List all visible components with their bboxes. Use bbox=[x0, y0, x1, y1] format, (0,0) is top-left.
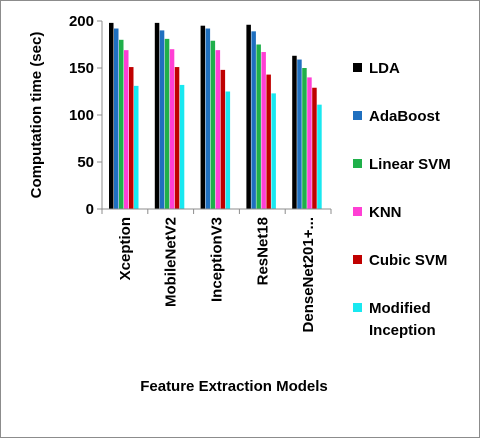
y-tick-label-100: 100 bbox=[69, 107, 94, 124]
bar-lda-4 bbox=[292, 55, 297, 209]
bar-knn-3 bbox=[261, 52, 266, 209]
bar-lda-0 bbox=[109, 22, 114, 209]
bar-modified-inception-3 bbox=[271, 93, 276, 209]
legend: LDA AdaBoost Linear SVM KNN Cubic SVM Modifie… bbox=[353, 60, 451, 339]
bar-adaboost-2 bbox=[205, 28, 211, 209]
bar-linear-svm-0 bbox=[119, 39, 124, 209]
legend-swatch-modified-inception bbox=[353, 303, 362, 312]
bar-lda-1 bbox=[154, 22, 160, 209]
bar-modified-inception-2 bbox=[225, 91, 231, 209]
bar-linear-svm-4 bbox=[302, 68, 307, 209]
legend-label-cubic-svm: Cubic SVM bbox=[369, 252, 447, 269]
bar-modified-inception-4 bbox=[317, 104, 322, 209]
bar-knn-2 bbox=[215, 50, 221, 209]
legend-label-knn: KNN bbox=[369, 204, 402, 221]
bar-knn-1 bbox=[169, 49, 175, 210]
bar-adaboost-4 bbox=[297, 59, 302, 209]
bar-cubic-svm-1 bbox=[174, 67, 180, 209]
bar-cubic-svm-4 bbox=[312, 87, 317, 209]
bar-adaboost-0 bbox=[114, 28, 119, 209]
bar-cubic-svm-3 bbox=[266, 74, 271, 209]
legend-swatch-cubic-svm bbox=[353, 255, 362, 264]
legend-label-modified-inception: Modified Inception bbox=[369, 300, 436, 339]
bar-adaboost-3 bbox=[251, 31, 256, 210]
x-tick-label-2: InceptionV3 bbox=[209, 217, 226, 302]
bar-cubic-svm-2 bbox=[220, 69, 226, 209]
x-tick-label-3: ResNet18 bbox=[254, 217, 271, 285]
legend-label-adaboost: AdaBoost bbox=[369, 108, 440, 125]
x-tick-label-1: MobileNetV2 bbox=[163, 217, 180, 307]
plot-area: 0 50 100 150 200 Xception MobileNetV2 Inception… bbox=[69, 13, 332, 332]
legend-label-linear-svm: Linear SVM bbox=[369, 156, 451, 173]
legend-swatch-knn bbox=[353, 207, 362, 216]
bar-lda-3 bbox=[246, 24, 251, 210]
legend-label-lda: LDA bbox=[369, 60, 400, 77]
bar-cubic-svm-0 bbox=[129, 67, 134, 209]
bar-knn-4 bbox=[307, 77, 312, 210]
bar-modified-inception-0 bbox=[134, 85, 139, 209]
legend-swatch-adaboost bbox=[353, 111, 362, 120]
bar-lda-2 bbox=[200, 25, 206, 210]
y-tick-label-150: 150 bbox=[69, 60, 94, 77]
bar-linear-svm-1 bbox=[164, 38, 170, 209]
y-tick-label-200: 200 bbox=[69, 13, 94, 30]
bar-linear-svm-2 bbox=[210, 40, 216, 209]
y-axis-title: Computation time (sec) bbox=[28, 32, 45, 199]
legend-swatch-linear-svm bbox=[353, 159, 362, 168]
y-tick-label-0: 0 bbox=[86, 201, 94, 218]
legend-swatch-lda bbox=[353, 63, 362, 72]
bar-modified-inception-1 bbox=[179, 84, 185, 209]
bar-knn-0 bbox=[124, 50, 129, 209]
bar-adaboost-1 bbox=[159, 30, 165, 210]
y-tick-label-50: 50 bbox=[77, 154, 94, 171]
x-tick-label-0: Xception bbox=[117, 217, 134, 280]
x-tick-label-4: DenseNet201+... bbox=[300, 217, 317, 332]
bar-linear-svm-3 bbox=[256, 44, 261, 209]
x-axis-title: Feature Extraction Models bbox=[140, 378, 328, 395]
